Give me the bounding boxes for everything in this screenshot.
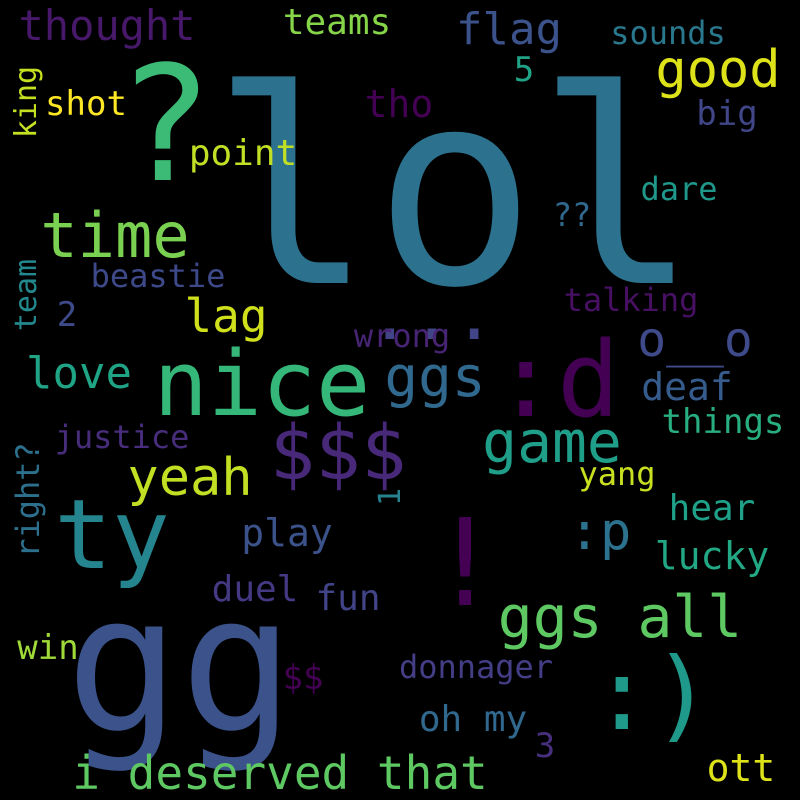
word-one: 1 [373, 487, 408, 507]
word-king: king [9, 65, 44, 139]
word-play: play [241, 511, 333, 555]
word-sounds: sounds [610, 14, 726, 52]
word-double-question: ?? [552, 196, 592, 234]
word-fun: fun [315, 578, 381, 619]
word-yang: yang [578, 455, 656, 493]
word-duel: duel [211, 569, 299, 610]
word-big: big [696, 94, 758, 134]
word-wrong: wrong [353, 317, 451, 355]
word-flag: flag [456, 4, 562, 55]
word-good: good [655, 40, 781, 100]
word-dare: dare [640, 170, 718, 208]
word-gg: gg [65, 554, 295, 775]
word-talking: talking [563, 281, 699, 319]
word-lol: lol [211, 32, 699, 347]
word-win: win [17, 628, 79, 668]
word-shot: shot [45, 84, 127, 124]
word-yeah: yeah [127, 448, 253, 508]
word-colon-d: :d [494, 319, 620, 441]
word-oh-my: oh my [418, 699, 528, 740]
word-thought: thought [18, 1, 196, 50]
word-things: things [661, 402, 785, 442]
word-time: time [40, 199, 190, 272]
word-beastie: beastie [90, 257, 226, 295]
word-hear: hear [668, 488, 756, 529]
word-nice: nice [153, 332, 371, 437]
word-tho: tho [364, 82, 434, 126]
word-justice: justice [54, 418, 190, 456]
word-double-dollar: $$ [282, 658, 324, 698]
word-ty: ty [54, 479, 170, 591]
word-team: team [9, 258, 44, 332]
word-question-mark: ? [116, 31, 214, 218]
word-deaf: deaf [641, 365, 733, 409]
word-teams: teams [282, 2, 392, 43]
word-smiley: :) [591, 636, 713, 753]
word-exclamation: ! [428, 495, 502, 634]
word-two: 2 [56, 295, 78, 335]
word-three: 3 [534, 726, 556, 766]
word-triple-dollar: $$$ [269, 408, 407, 497]
word-colon-p: :p [568, 502, 632, 562]
word-love: love [26, 348, 132, 399]
word-o-o: o__o [637, 312, 753, 368]
word-donnager: donnager [398, 648, 554, 686]
word-lucky: lucky [654, 534, 770, 578]
word-ggs: ggs [384, 345, 486, 410]
word-ellipsis: ... [368, 274, 496, 356]
word-five: 5 [513, 50, 535, 90]
word-right-question: right? [9, 442, 47, 558]
word-i-deserved-that: i deserved that [72, 746, 488, 800]
word-lag: lag [184, 289, 268, 343]
word-ggs-all: ggs all [497, 583, 743, 651]
word-ott: ott [706, 746, 776, 790]
word-point: point [188, 133, 298, 174]
word-game: game [482, 408, 622, 476]
